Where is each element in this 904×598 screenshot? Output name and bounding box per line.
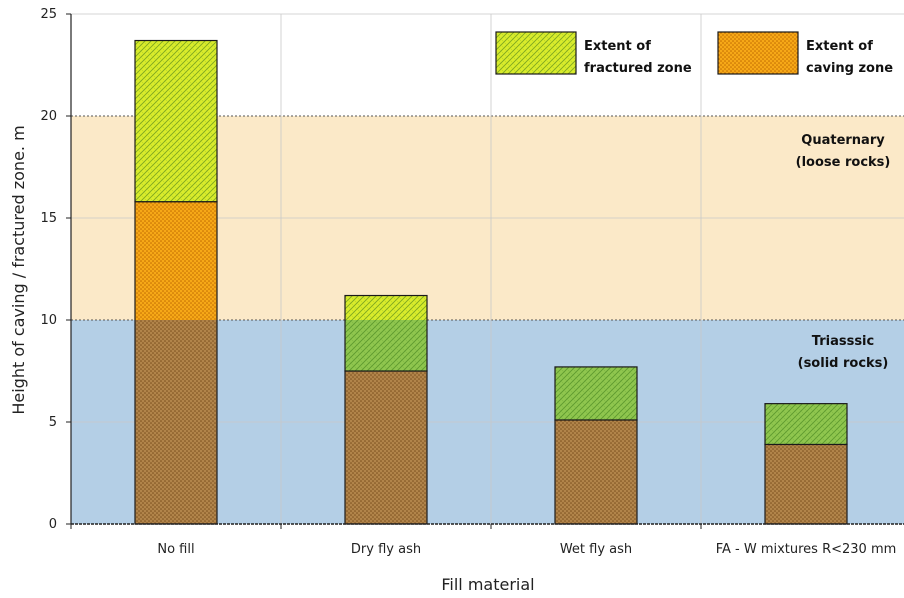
caving-bar-fill xyxy=(135,201,217,320)
y-tick-label: 0 xyxy=(49,517,57,532)
y-tick-label: 5 xyxy=(49,415,57,430)
fractured-bar-fill xyxy=(135,40,217,202)
y-tick-label: 10 xyxy=(40,313,57,328)
legend-swatch-fractured xyxy=(495,31,577,75)
fractured-bar-fill xyxy=(345,320,427,371)
fractured-bar xyxy=(764,403,848,446)
fractured-bar-fill xyxy=(345,295,427,320)
x-tick-label: FA - W mixtures R<230 mm xyxy=(716,542,897,557)
zone-label-line1: Quaternary xyxy=(801,133,885,148)
y-tick-label: 15 xyxy=(40,211,57,226)
legend-label-line2: fractured zone xyxy=(584,61,692,76)
caving-bar-fill xyxy=(765,444,847,524)
caving-bar-fill xyxy=(135,320,217,524)
x-tick-label: Wet fly ash xyxy=(560,542,632,557)
legend-swatch-caving xyxy=(717,31,799,75)
zone-label-line2: (loose rocks) xyxy=(796,155,891,170)
y-tick-label: 20 xyxy=(40,109,57,124)
zone-label-line1: Triasssic xyxy=(812,334,874,349)
y-tick-label: 25 xyxy=(40,7,57,22)
x-tick-label: Dry fly ash xyxy=(351,542,421,557)
fractured-bar xyxy=(344,294,428,372)
zone-label-line2: (solid rocks) xyxy=(798,356,889,371)
fractured-bar xyxy=(554,366,638,421)
fractured-bar-fill xyxy=(555,366,637,420)
fractured-bar-fill xyxy=(765,403,847,445)
x-tick-label: No fill xyxy=(157,542,194,557)
caving-bar-fill xyxy=(345,371,427,524)
legend-label-line2: caving zone xyxy=(806,61,893,76)
y-axis-title: Height of caving / fractured zone. m xyxy=(9,125,28,414)
x-axis-title: Fill material xyxy=(441,575,534,594)
caving-bar-fill xyxy=(555,419,637,524)
legend-label-line1: Extent of xyxy=(806,39,873,54)
legend-label-line1: Extent of xyxy=(584,39,651,54)
fractured-bar xyxy=(134,39,218,203)
